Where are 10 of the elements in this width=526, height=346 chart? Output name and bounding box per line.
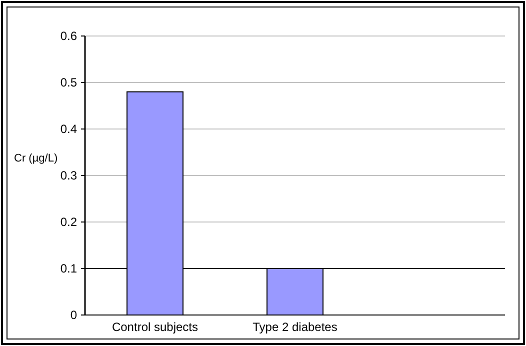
y-tick-label: 0.6 [60, 29, 78, 44]
y-tick-label: 0.4 [60, 122, 78, 136]
y-tick-label: 0.5 [60, 76, 78, 90]
y-axis-title: Cr (µg/L) [14, 152, 58, 164]
y-tick-label: 0 [70, 308, 78, 322]
y-tick-label: 0.2 [60, 215, 78, 230]
y-tick-label: 0.1 [60, 262, 78, 276]
x-tick-label: Control subjects [112, 320, 198, 334]
x-tick-label: Type 2 diabetes [252, 320, 338, 334]
y-tick-label: 0.3 [60, 168, 78, 183]
